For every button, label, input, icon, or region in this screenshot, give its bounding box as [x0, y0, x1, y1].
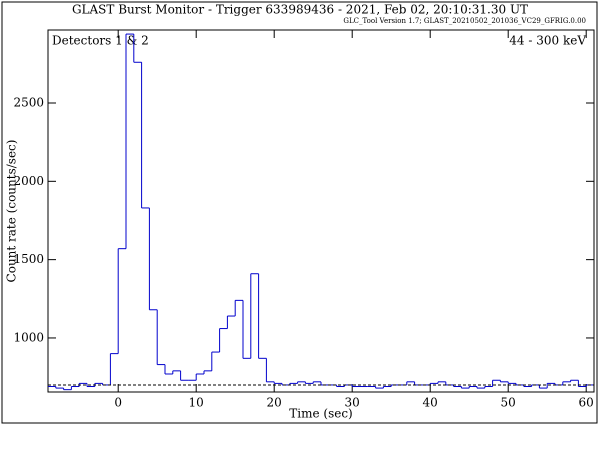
- x-tick-label: 50: [501, 396, 516, 410]
- y-tick-label: 2000: [13, 174, 44, 188]
- y-tick-label: 1000: [13, 330, 44, 344]
- x-tick-label: 10: [189, 396, 204, 410]
- y-tick-label: 1500: [13, 252, 44, 266]
- chart-title: GLAST Burst Monitor - Trigger 633989436 …: [72, 3, 528, 17]
- annotation: 44 - 300 keV: [509, 34, 586, 48]
- x-tick-label: 40: [423, 396, 438, 410]
- frame: [1, 1, 598, 424]
- y-tick-label: 2500: [13, 95, 44, 109]
- x-tick-label: 30: [345, 396, 360, 410]
- annotation: Detectors 1 & 2: [52, 34, 149, 48]
- x-axis-label: Time (sec): [289, 407, 352, 421]
- chart-subtitle: GLC_Tool Version 1.7; GLAST_20210502_201…: [343, 17, 586, 25]
- x-tick-label: 20: [267, 396, 282, 410]
- y-axis-label: Count rate (counts/sec): [5, 140, 19, 283]
- x-tick-label: 60: [579, 396, 594, 410]
- plot-frame: [47, 29, 595, 393]
- x-tick-label: 0: [114, 396, 122, 410]
